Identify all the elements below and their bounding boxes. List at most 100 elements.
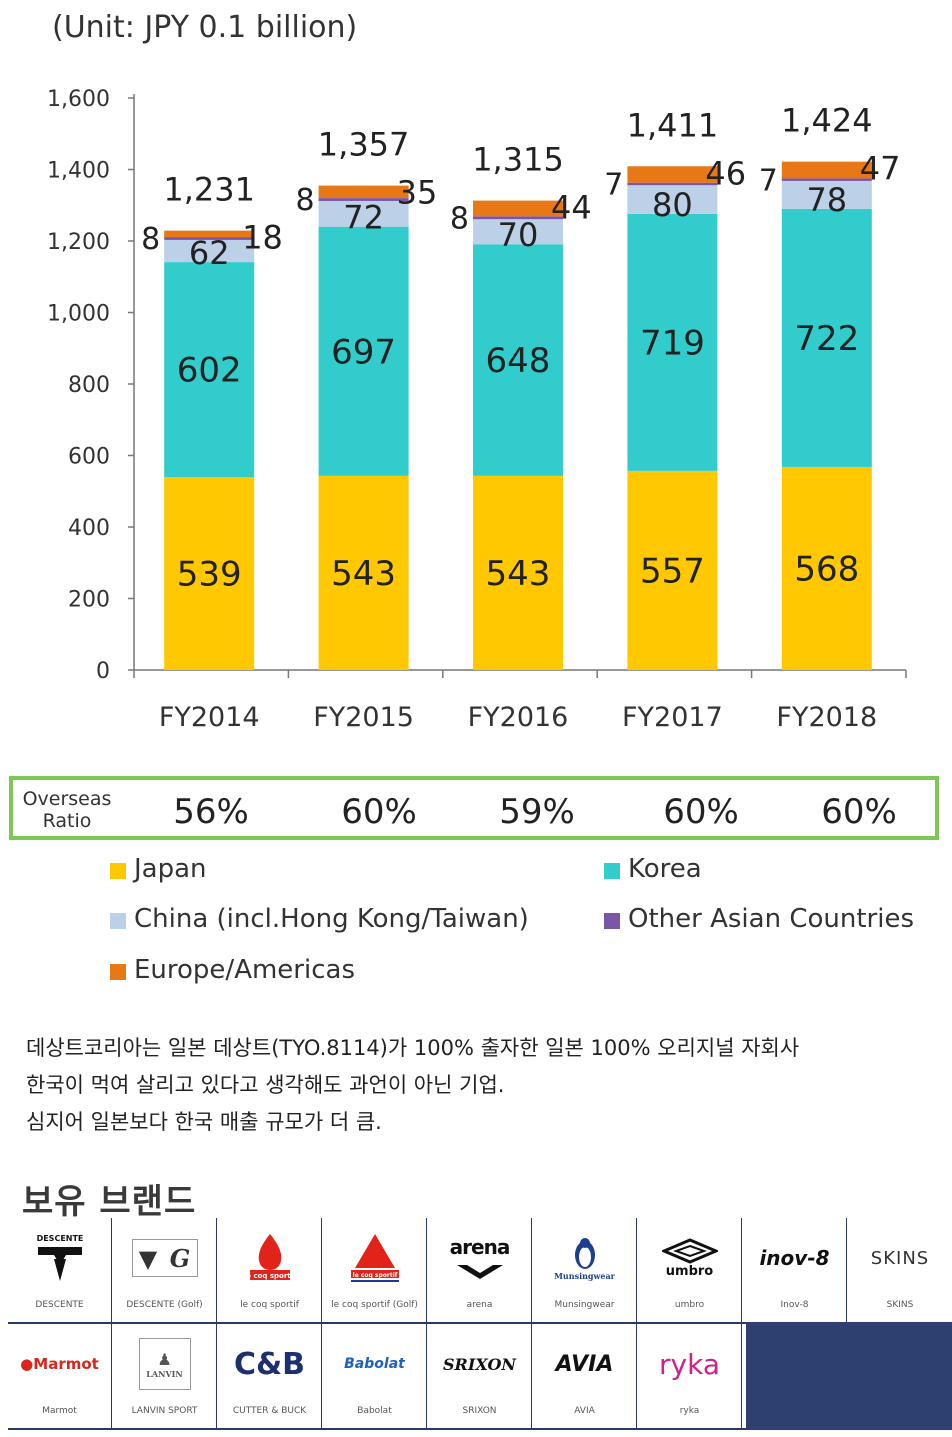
bar-other-fy2016 (473, 216, 563, 220)
inov8-wordmark: inov-8 (759, 1246, 830, 1270)
description-line1: 데상트코리아는 일본 데상트(TYO.8114)가 100% 출자한 일본 10… (26, 1036, 800, 1060)
ryka-wordmark: ryka (659, 1347, 720, 1381)
bar-other-fy2017 (627, 182, 718, 186)
bar-japan-fy2016 (473, 475, 563, 670)
brand-grid-bottom-line (8, 1428, 952, 1430)
brand-umbro: umbro umbro (638, 1218, 742, 1322)
overseas-label-line1: Overseas (22, 788, 112, 810)
brand-caption: SKINS (886, 1300, 914, 1310)
brand-marmot: ● Marmot Marmot (8, 1324, 112, 1428)
bar-china-fy2017 (627, 185, 718, 214)
brand-grid-divider (8, 1322, 952, 1324)
legend-china: China (incl.Hong Kong/Taiwan) (110, 904, 529, 934)
bar-korea-fy2018 (781, 208, 872, 467)
brand-caption: ryka (679, 1406, 700, 1416)
munsingwear-wordmark: Munsingwear (554, 1271, 615, 1281)
data-label-korea: 697 (331, 332, 396, 372)
lanvin-figure-icon: ♟ (157, 1349, 172, 1369)
data-label-china: 80 (652, 186, 693, 224)
brand-caption: Inov-8 (780, 1300, 809, 1310)
ryka-logo: ryka (642, 1336, 737, 1392)
y-tick-label: 800 (68, 373, 110, 398)
bar-europeamericas-fy2015 (318, 185, 409, 199)
brand-caption: Babolat (357, 1406, 392, 1416)
arena-diamond-icon (456, 1265, 503, 1279)
bar-korea-fy2017 (627, 213, 718, 471)
brand-caption: le coq sportif (240, 1300, 299, 1310)
legend-label-europe: Europe/Americas (134, 955, 355, 985)
overseas-ratio-fy2014: 56% (173, 792, 249, 832)
munsingwear-logo: Munsingwear (537, 1230, 632, 1286)
data-label-japan: 557 (640, 551, 705, 591)
lanvin-wordmark: LANVIN (146, 1368, 183, 1379)
data-label-korea: 719 (640, 323, 705, 363)
data-label-other-asia: 8 (141, 222, 160, 257)
brand-caption: Munsingwear (554, 1300, 615, 1310)
data-label-europe: 18 (242, 219, 283, 257)
brand-caption: LANVIN SPORT (131, 1406, 198, 1416)
data-label-other-asia: 7 (604, 168, 623, 203)
y-tick-label: 1,600 (47, 87, 110, 112)
y-tick-label: 1,000 (47, 302, 110, 327)
umbro-diamond-icon (661, 1237, 718, 1264)
stacked-bar-chart: 0 200 400 600 800 1,000 1,200 1,400 1,600 539 602 6… (47, 87, 907, 733)
bar-china-fy2016 (473, 219, 563, 245)
legend-japan: Japan (110, 854, 207, 884)
legend-label-other-asia: Other Asian Countries (628, 904, 914, 934)
unit-label: (Unit: JPY 0.1 billion) (52, 10, 358, 45)
legend-swatch-other-asia (604, 913, 620, 929)
description-line2: 한국이 먹여 살리고 있다고 생각해도 과언이 아닌 기업. (26, 1073, 505, 1097)
data-label-china: 72 (343, 199, 384, 237)
data-label-total: 1,357 (318, 126, 410, 164)
brand-srixon: SRIXON SRIXON (428, 1324, 532, 1428)
bar-europeamericas-fy2018 (781, 161, 872, 179)
bar-japan-fy2014 (164, 477, 255, 670)
bar-china-fy2015 (318, 200, 409, 227)
skins-wordmark: SKINS (870, 1247, 930, 1269)
brand-lecoq: le coq sportif le coq sportif (218, 1218, 322, 1322)
cutter-buck-logo: C&B (222, 1336, 317, 1392)
x-tick-label: FY2018 (776, 702, 877, 733)
legend-swatch-japan (110, 863, 126, 879)
data-label-china: 62 (189, 234, 230, 272)
brand-babolat: Babolat Babolat (323, 1324, 427, 1428)
brand-caption: le coq sportif (Golf) (331, 1300, 418, 1310)
data-label-korea: 648 (486, 341, 551, 381)
overseas-ratio-fy2017: 60% (663, 792, 739, 832)
lecoq-golf-logo: le coq sportif (327, 1230, 422, 1286)
overseas-label-line2: Ratio (42, 810, 92, 832)
legend-label-china: China (incl.Hong Kong/Taiwan) (134, 904, 529, 934)
data-label-china: 70 (498, 216, 539, 254)
y-tick-label: 1,400 (47, 159, 110, 184)
penguin-icon (574, 1238, 595, 1269)
descente-logo: DESCENTE (12, 1230, 107, 1286)
lanvin-logo: ♟ LANVIN (117, 1336, 212, 1392)
data-label-korea: 722 (794, 319, 859, 359)
brand-skins: SKINS SKINS (848, 1218, 952, 1322)
legend-other-asia: Other Asian Countries (604, 904, 914, 934)
brands-title: 보유 브랜드 (22, 1182, 197, 1222)
legend-swatch-china (110, 913, 126, 929)
babolat-logo: Babolat (327, 1336, 422, 1392)
bar-japan-fy2015 (318, 475, 409, 670)
bar-korea-fy2016 (473, 244, 563, 476)
description-line3: 심지어 일본보다 한국 매출 규모가 더 큼. (26, 1110, 382, 1134)
brand-lecoq-golf: le coq sportif le coq sportif (Golf) (323, 1218, 427, 1322)
brand-lanvin: ♟ LANVIN LANVIN SPORT (113, 1324, 217, 1428)
brand-caption: AVIA (574, 1406, 595, 1416)
umbro-wordmark: umbro (665, 1263, 714, 1279)
descente-golf-g-icon: G (169, 1243, 191, 1273)
overseas-ratio-row: Overseas Ratio 56% 60% 59% 60% 60% (9, 776, 939, 840)
overseas-ratio-fy2015: 60% (341, 792, 417, 832)
description-text: 데상트코리아는 일본 데상트(TYO.8114)가 100% 출자한 일본 10… (26, 1030, 799, 1141)
bar-other-fy2015 (318, 198, 409, 201)
data-label-japan: 568 (794, 549, 859, 589)
umbro-logo: umbro (642, 1230, 737, 1286)
brand-caption: DESCENTE (Golf) (126, 1300, 203, 1310)
y-tick-label: 600 (68, 445, 110, 470)
brand-cutter-buck: C&B CUTTER & BUCK (218, 1324, 322, 1428)
data-label-japan: 543 (331, 554, 396, 594)
bar-japan-fy2017 (627, 470, 718, 670)
bar-china-fy2018 (781, 180, 872, 209)
svg-text:DESCENTE: DESCENTE (36, 1234, 83, 1243)
